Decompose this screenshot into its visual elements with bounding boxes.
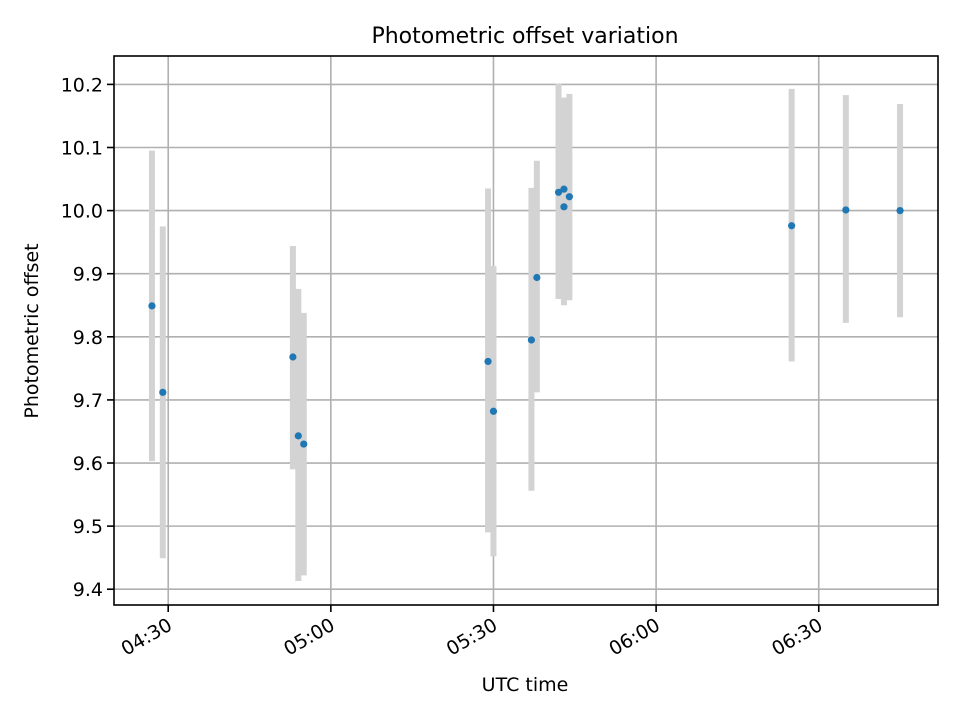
- x-tick-label: 05:00: [280, 614, 338, 660]
- data-point: [294, 432, 302, 440]
- data-point: [560, 185, 568, 193]
- data-point: [788, 222, 796, 230]
- data-point: [289, 353, 297, 361]
- plot-frame: [113, 55, 939, 606]
- y-axis-ticks: 9.4 9.5 9.6 9.7 9.8 9.9 10.0 10.1 10.2: [61, 74, 114, 601]
- x-axis-ticks: 04:30 05:00 05:30 06:00 06:30: [118, 605, 827, 660]
- y-axis-label: Photometric offset: [21, 243, 43, 418]
- data-point: [896, 207, 904, 215]
- y-tick-label: 10.1: [61, 138, 103, 160]
- y-tick-label: 9.4: [73, 579, 103, 601]
- data-point: [159, 388, 167, 396]
- data-point: [484, 357, 492, 366]
- data-point: [300, 440, 308, 448]
- x-tick-label: 06:00: [605, 614, 663, 660]
- y-tick-label: 9.7: [73, 390, 103, 412]
- data-point: [148, 302, 156, 310]
- y-tick-label: 9.8: [73, 327, 103, 349]
- grid: [114, 56, 938, 605]
- error-bars: [148, 83, 904, 582]
- y-tick-label: 10.0: [61, 201, 103, 223]
- x-tick-label: 06:30: [768, 614, 826, 660]
- data-point: [489, 407, 498, 415]
- data-points: [148, 185, 904, 448]
- x-tick-label: 05:30: [443, 614, 501, 660]
- data-point: [554, 188, 563, 196]
- y-tick-label: 10.2: [61, 74, 103, 96]
- data-point: [560, 203, 568, 211]
- chart-title: Photometric offset variation: [371, 24, 678, 49]
- data-point: [527, 336, 536, 344]
- x-tick-label: 04:30: [118, 614, 176, 660]
- y-tick-label: 9.6: [73, 453, 103, 475]
- y-tick-label: 9.9: [73, 264, 103, 286]
- y-tick-label: 9.5: [73, 516, 103, 538]
- data-point: [533, 273, 541, 282]
- data-point: [565, 193, 573, 201]
- data-point: [842, 206, 850, 214]
- x-axis-label: UTC time: [482, 674, 569, 696]
